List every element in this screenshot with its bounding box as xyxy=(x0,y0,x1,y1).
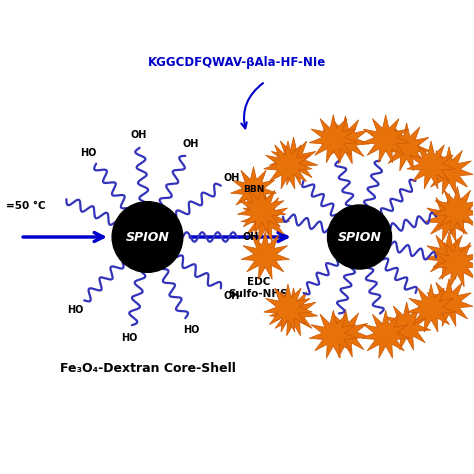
Polygon shape xyxy=(309,115,357,163)
Text: SPION: SPION xyxy=(126,230,169,244)
Polygon shape xyxy=(383,123,431,171)
Polygon shape xyxy=(237,186,286,234)
Text: Fe₃O₄-Dextran Core-Shell: Fe₃O₄-Dextran Core-Shell xyxy=(60,363,236,375)
Polygon shape xyxy=(433,239,474,287)
Text: SPION: SPION xyxy=(337,230,382,244)
Polygon shape xyxy=(264,284,312,332)
Polygon shape xyxy=(241,194,290,242)
Text: OH: OH xyxy=(223,291,240,301)
Polygon shape xyxy=(433,186,474,234)
Polygon shape xyxy=(383,302,431,350)
Polygon shape xyxy=(425,278,474,327)
Polygon shape xyxy=(362,115,410,163)
Polygon shape xyxy=(241,231,290,279)
Text: =50 °C: =50 °C xyxy=(6,201,46,211)
Text: OH: OH xyxy=(242,232,258,242)
Text: HO: HO xyxy=(81,148,97,158)
Polygon shape xyxy=(407,284,456,332)
Text: HO: HO xyxy=(182,325,199,335)
Circle shape xyxy=(328,205,392,269)
Text: KGGCDFQWAV-βAla-HF-NIe: KGGCDFQWAV-βAla-HF-NIe xyxy=(148,56,326,69)
Polygon shape xyxy=(269,288,318,336)
Polygon shape xyxy=(425,231,474,279)
Polygon shape xyxy=(407,141,456,189)
Polygon shape xyxy=(264,141,312,189)
Text: EDC
Sulfo-NHS: EDC Sulfo-NHS xyxy=(228,277,288,299)
Text: OH: OH xyxy=(130,130,146,140)
FancyArrowPatch shape xyxy=(241,83,263,128)
Polygon shape xyxy=(425,194,474,242)
Polygon shape xyxy=(321,309,370,357)
Text: BBN: BBN xyxy=(243,185,264,194)
Polygon shape xyxy=(425,146,474,194)
Polygon shape xyxy=(362,310,410,358)
Text: OH: OH xyxy=(223,173,240,183)
Polygon shape xyxy=(269,137,318,185)
Polygon shape xyxy=(321,116,370,164)
Text: OH: OH xyxy=(182,139,199,149)
Polygon shape xyxy=(230,166,276,212)
Text: HO: HO xyxy=(67,305,83,315)
Text: HO: HO xyxy=(121,333,138,343)
Circle shape xyxy=(112,201,183,273)
Polygon shape xyxy=(309,310,357,358)
